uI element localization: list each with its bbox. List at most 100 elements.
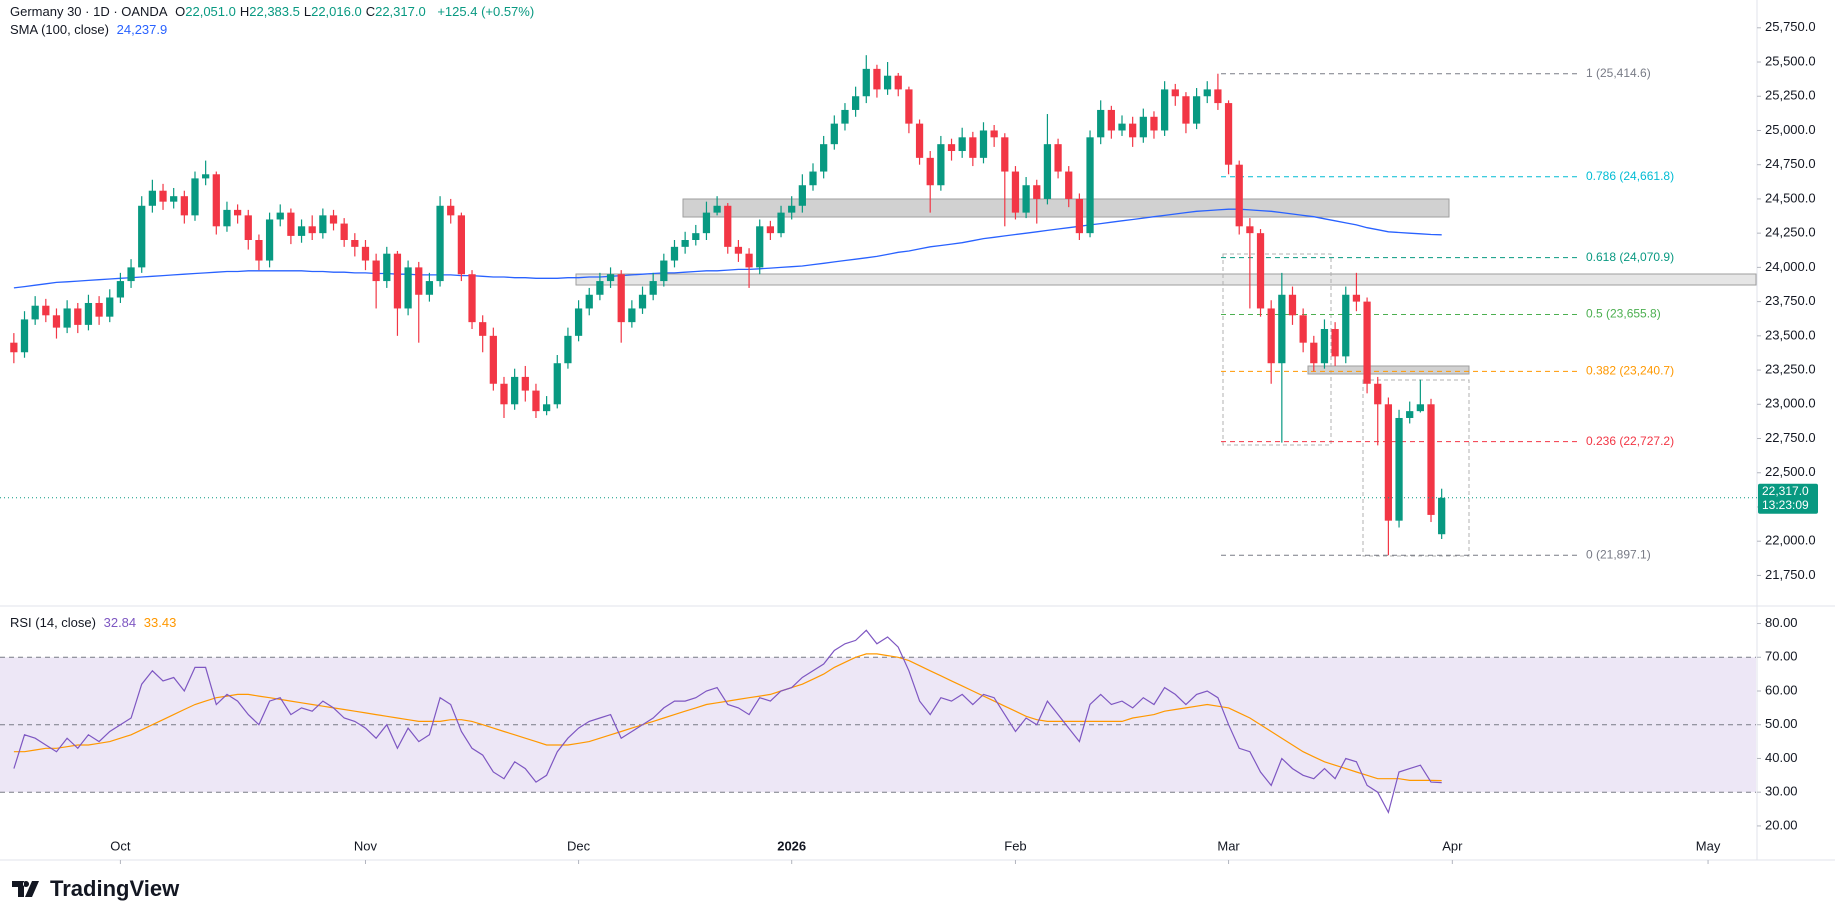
ohlc-key: O	[175, 4, 186, 19]
candle-body	[1299, 315, 1307, 343]
candle-body	[766, 226, 775, 234]
candle-body	[1001, 137, 1009, 172]
candle-body	[351, 240, 359, 247]
candle-body	[1097, 109, 1105, 138]
candle-body	[1235, 164, 1243, 227]
candle-body	[1395, 417, 1403, 521]
candle-body	[148, 190, 156, 206]
sma-name: SMA (100, close)	[10, 22, 109, 37]
y-tick-label: 25,000.0	[1765, 122, 1816, 137]
candle-body	[287, 212, 295, 236]
rsi-legend: RSI (14, close) 32.84 33.43	[10, 615, 180, 630]
ohlc-value: 22,016.0	[311, 4, 362, 19]
candle-body	[255, 240, 263, 261]
candle-body	[713, 205, 721, 213]
candle-body	[447, 205, 455, 216]
candle-body	[521, 376, 529, 391]
candle-body	[511, 376, 519, 405]
candle-body	[1427, 404, 1435, 515]
candle-body	[1118, 123, 1126, 131]
ohlc-value: 22,383.5	[249, 4, 300, 19]
candle-body	[830, 123, 838, 145]
rsi-ma-value: 33.43	[143, 615, 177, 630]
candle-body	[692, 233, 700, 241]
candle-body	[106, 297, 114, 317]
ohlc-value: 22,051.0	[185, 4, 236, 19]
candle-body	[585, 294, 593, 309]
candle-body	[905, 89, 913, 124]
fib-label: 0.5 (23,655.8)	[1586, 307, 1661, 321]
candle-body	[564, 335, 572, 364]
ohlc-key: C	[365, 4, 376, 19]
candle-body	[479, 322, 487, 336]
zone	[575, 273, 1757, 286]
candle-body	[542, 404, 551, 412]
x-tick-label: Mar	[1217, 838, 1240, 853]
last-price-label: 22,317.0	[1762, 484, 1809, 498]
fib-label: 0.786 (24,661.8)	[1586, 169, 1674, 183]
candle-body	[852, 96, 860, 110]
y-tick-label: 25,250.0	[1765, 88, 1816, 103]
y-tick-label: 23,500.0	[1765, 327, 1816, 342]
candle-body	[670, 246, 679, 261]
rsi-name: RSI (14, close)	[10, 615, 96, 630]
candle-body	[649, 281, 657, 295]
candle-body	[1224, 103, 1233, 165]
y-tick-label: 23,250.0	[1765, 362, 1816, 377]
sma-line	[13, 208, 1442, 289]
fib-label: 0 (21,897.1)	[1586, 547, 1651, 561]
candle-body	[841, 109, 849, 124]
sma-value: 24,237.9	[116, 22, 168, 37]
fib-label: 0.618 (24,070.9)	[1586, 250, 1674, 264]
fib-label: 1 (25,414.6)	[1586, 66, 1651, 80]
candle-body	[425, 281, 434, 295]
branding: TradingView	[12, 876, 179, 902]
candle-body	[308, 226, 316, 234]
candle-body	[798, 185, 806, 206]
candle-body	[1416, 404, 1424, 412]
candle-body	[638, 294, 647, 309]
candle-body	[74, 308, 82, 325]
candle-body	[116, 281, 125, 298]
candle-body	[404, 267, 412, 309]
candle-body	[1150, 116, 1158, 131]
candle-body	[969, 137, 977, 158]
candle-body	[1331, 328, 1339, 357]
candle-body	[52, 315, 61, 328]
y-tick-label: 70.00	[1765, 649, 1798, 664]
candle-body	[1065, 171, 1073, 199]
candle-body	[159, 190, 167, 202]
candle-body	[1033, 185, 1041, 199]
brand-text: TradingView	[50, 876, 180, 901]
candle-body	[1203, 89, 1211, 97]
candle-body	[937, 144, 945, 186]
candle-body	[1246, 226, 1254, 234]
x-tick-label: Feb	[1004, 838, 1026, 853]
y-tick-label: 40.00	[1765, 750, 1798, 765]
fib-label: 0.236 (22,727.2)	[1586, 434, 1674, 448]
y-tick-label: 20.00	[1765, 817, 1798, 832]
candle-body	[202, 174, 210, 179]
y-tick-label: 23,000.0	[1765, 396, 1816, 411]
y-tick-label: 22,500.0	[1765, 464, 1816, 479]
candle-body	[724, 205, 732, 247]
candle-body	[31, 305, 39, 320]
candle-body	[702, 212, 711, 234]
candle-body	[95, 302, 103, 317]
zone	[1307, 365, 1470, 375]
candle-body	[1374, 383, 1382, 405]
x-tick-label: Nov	[354, 838, 378, 853]
change: +125.4 (+0.57%)	[437, 4, 535, 19]
ohlc-key: H	[239, 4, 250, 19]
ohlc: O22,051.0 H22,383.5 L22,016.0 C22,317.0	[175, 4, 430, 19]
logo	[12, 881, 39, 897]
candle-body	[1161, 89, 1169, 131]
candle-body	[1278, 294, 1286, 364]
candle-body	[1352, 294, 1361, 302]
candle-body	[820, 144, 828, 172]
candle-body	[606, 274, 615, 282]
y-tick-label: 24,000.0	[1765, 259, 1816, 274]
candle-body	[1192, 96, 1201, 124]
